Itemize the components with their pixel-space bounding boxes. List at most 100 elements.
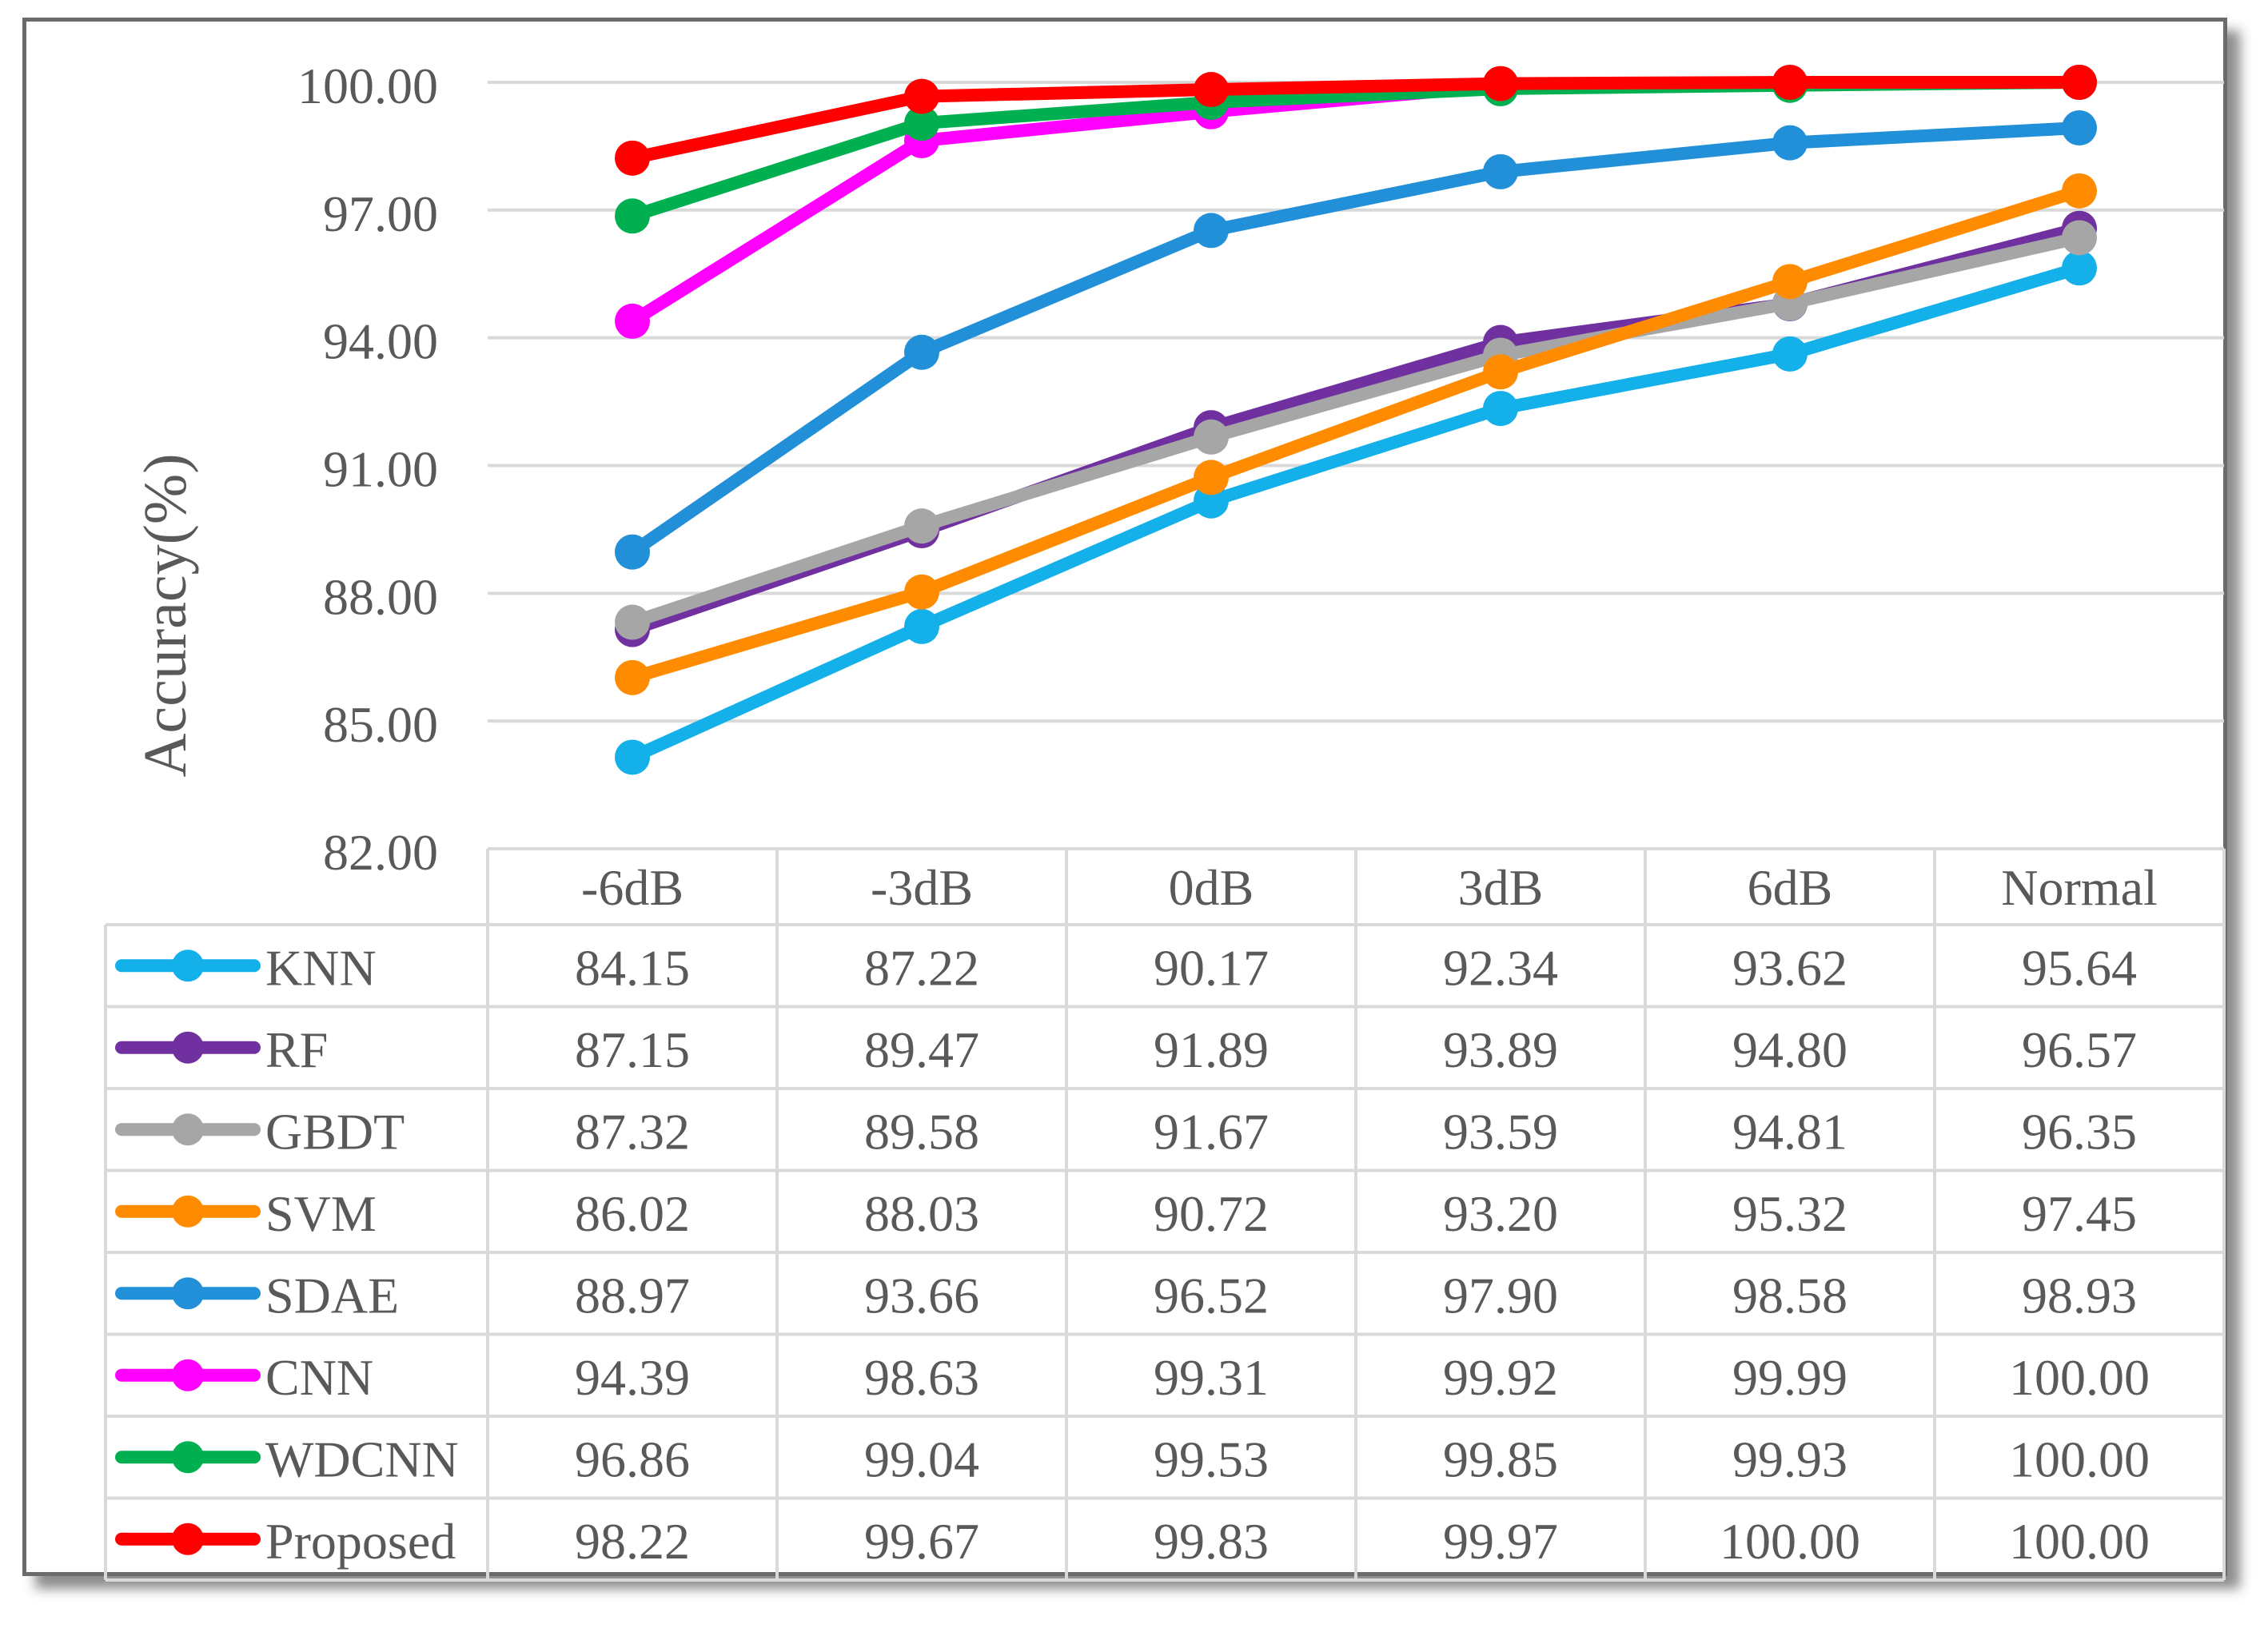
data-point-cnn-6db [615,303,650,339]
x-category-label-6db: -6dB [581,859,684,916]
data-point-knn-normal [2062,250,2097,286]
data-point-proposed-6db [1772,65,1808,100]
table-cell-rf-3db: 89.47 [864,1021,979,1078]
table-cell-cnn-3db: 99.92 [1443,1349,1558,1406]
table-cell-cnn-6db: 99.99 [1732,1349,1847,1406]
series-line-knn [626,261,2086,764]
table-cell-knn-0db: 90.17 [1154,939,1269,996]
table-cell-sdae-3db: 93.66 [864,1267,979,1323]
table-cell-cnn-normal: 100.00 [2009,1349,2150,1406]
y-tick-label: 94.00 [323,313,438,370]
data-point-proposed-0db [1194,72,1229,108]
x-category-label-6db: 6dB [1748,859,1833,916]
table-cell-sdae-6db: 98.58 [1732,1267,1847,1323]
legend-key-marker-svm [172,1195,204,1228]
table-cell-svm-normal: 97.45 [2022,1185,2137,1242]
data-point-proposed-normal [2062,65,2097,100]
table-cell-knn-6db: 93.62 [1732,939,1847,996]
series-knn [615,250,2097,775]
data-point-proposed-6db [615,140,650,176]
table-cell-proposed-normal: 100.00 [2009,1513,2150,1570]
legend-key-marker-rf [172,1031,204,1064]
table-cell-wdcnn-6db: 99.93 [1732,1431,1847,1487]
data-point-gbdt-3db [904,508,939,544]
legend-label-svm: SVM [265,1185,377,1242]
legend-key-marker-gbdt [172,1113,204,1146]
table-cell-rf-6db: 87.15 [575,1021,690,1078]
legend-label-knn: KNN [265,939,377,996]
table-cell-gbdt-3db: 89.58 [864,1103,979,1160]
data-point-wdcnn-3db [904,105,939,141]
legend-label-rf: RF [265,1021,328,1078]
legend-key-marker-wdcnn [172,1441,204,1474]
table-cell-rf-normal: 96.57 [2022,1021,2137,1078]
y-tick-label: 97.00 [323,185,438,242]
table-cell-rf-0db: 91.89 [1154,1021,1269,1078]
y-tick-label: 88.00 [323,568,438,625]
data-point-gbdt-0db [1194,419,1229,455]
table-cell-wdcnn-3db: 99.85 [1443,1431,1558,1487]
table-cell-gbdt-0db: 91.67 [1154,1103,1269,1160]
table-cell-gbdt-6db: 87.32 [575,1103,690,1160]
table-cell-sdae-0db: 96.52 [1154,1267,1269,1323]
y-tick-label: 85.00 [323,696,438,753]
legend-label-gbdt: GBDT [265,1103,405,1160]
data-point-gbdt-6db [615,604,650,640]
data-point-proposed-3db [1483,66,1518,102]
data-point-svm-normal [2062,173,2097,209]
table-cell-gbdt-normal: 96.35 [2022,1103,2137,1160]
data-table: -6dB -3dB 0dB 3dB 6dB Normal KNN 84.15 87.22 90.1… [104,847,2226,1582]
data-point-svm-6db [1772,264,1808,300]
table-cell-cnn-0db: 99.31 [1154,1349,1269,1406]
table-cell-cnn-6db: 94.39 [575,1349,690,1406]
data-point-svm-3db [904,574,939,610]
x-category-label-3db: 3dB [1458,859,1544,916]
table-cell-proposed-6db: 100.00 [1720,1513,1860,1570]
table-cell-knn-3db: 92.34 [1443,939,1558,996]
data-point-sdae-normal [2062,110,2097,146]
y-tick-label: 91.00 [323,441,438,498]
data-point-svm-0db [1194,460,1229,496]
y-tick-label: 82.00 [323,824,438,881]
table-cell-sdae-3db: 97.90 [1443,1267,1558,1323]
legend-label-sdae: SDAE [265,1267,399,1323]
table-cell-gbdt-3db: 93.59 [1443,1103,1558,1160]
data-point-knn-6db [615,739,650,775]
data-point-gbdt-normal [2062,220,2097,256]
table-cell-knn-3db: 87.22 [864,939,979,996]
legend-label-proposed: Proposed [265,1513,456,1570]
data-point-sdae-0db [1194,213,1229,249]
x-category-label-0db: 0dB [1169,859,1254,916]
data-point-svm-3db [1483,354,1518,390]
data-point-proposed-3db [904,78,939,114]
data-point-knn-3db [1483,391,1518,427]
table-cell-svm-3db: 93.20 [1443,1185,1558,1242]
table-cell-wdcnn-3db: 99.04 [864,1431,979,1487]
data-point-sdae-6db [1772,125,1808,161]
table-cell-wdcnn-normal: 100.00 [2009,1431,2150,1487]
series-line-sdae [626,121,2086,559]
series-proposed [615,65,2097,176]
series-sdae [615,110,2097,570]
table-cell-gbdt-6db: 94.81 [1732,1103,1847,1160]
series-svm [615,173,2097,695]
data-point-sdae-3db [904,334,939,370]
data-point-svm-6db [615,659,650,695]
x-category-label-normal: Normal [2001,859,2158,916]
legend-label-cnn: CNN [265,1349,373,1406]
table-cell-svm-3db: 88.03 [864,1185,979,1242]
series-line-proposed [626,76,2086,165]
legend-key-marker-sdae [172,1277,204,1310]
series-lines [615,65,2097,775]
data-point-knn-6db [1772,336,1808,372]
data-point-sdae-6db [615,534,650,570]
y-axis-label: Accuracy(%) [132,453,199,777]
table-cell-proposed-3db: 99.97 [1443,1513,1558,1570]
legend-label-wdcnn: WDCNN [265,1431,459,1487]
table-cell-proposed-6db: 98.22 [575,1513,690,1570]
legend-key-marker-cnn [172,1359,204,1391]
table-cell-knn-normal: 95.64 [2022,939,2137,996]
table-cell-sdae-6db: 88.97 [575,1267,690,1323]
table-cell-proposed-3db: 99.67 [864,1513,979,1570]
